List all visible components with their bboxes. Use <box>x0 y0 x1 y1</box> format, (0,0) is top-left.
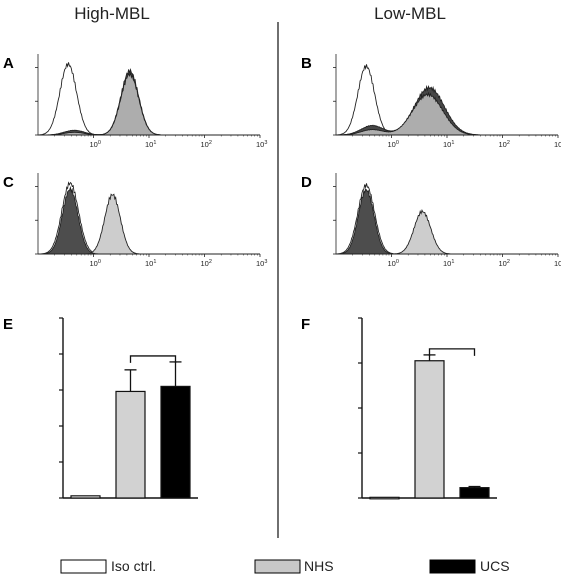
legend-swatch-nhs <box>254 559 301 574</box>
histogram-x-tick-base: 10 <box>499 140 507 149</box>
histogram-x-tick-label: 103 <box>554 140 561 149</box>
histogram-series-iso-ctrl- <box>37 62 260 136</box>
histogram-panel-c: 100 101 102 103 <box>35 173 267 268</box>
histogram-x-tick-base: 10 <box>145 140 153 149</box>
histogram-x-tick-base: 10 <box>256 140 264 149</box>
legend-label-iso: Iso ctrl. <box>111 558 156 574</box>
histogram-x-tick-exponent: 1 <box>451 259 454 265</box>
histogram-x-tick-label: 100 <box>388 140 399 149</box>
histogram-x-tick-label: 100 <box>90 140 101 149</box>
histogram-x-tick-exponent: 0 <box>396 140 399 146</box>
histogram-series-ucs <box>335 188 558 255</box>
bar-nhs <box>414 360 445 499</box>
histogram-x-tick-base: 10 <box>443 140 451 149</box>
histogram-x-tick-label: 101 <box>443 140 454 149</box>
histogram-x-tick-exponent: 0 <box>396 259 399 265</box>
histogram-x-tick-label: 103 <box>256 140 267 149</box>
histogram-x-tick-exponent: 3 <box>264 140 267 146</box>
histogram-x-tick-label: 102 <box>499 140 510 149</box>
histogram-x-tick-label: 103 <box>554 259 561 268</box>
histogram-x-tick-exponent: 1 <box>451 140 454 146</box>
legend: Iso ctrl. NHS UCS <box>60 558 510 574</box>
histogram-x-tick-exponent: 3 <box>264 259 267 265</box>
histogram-x-tick-exponent: 1 <box>153 140 156 146</box>
bar-ucs <box>160 385 191 499</box>
histogram-x-tick-base: 10 <box>388 140 396 149</box>
histogram-x-tick-label: 101 <box>145 259 156 268</box>
histogram-x-tick-exponent: 2 <box>507 259 510 265</box>
histogram-x-tick-base: 10 <box>201 259 209 268</box>
histogram-x-tick-exponent: 2 <box>209 140 212 146</box>
panel-letter-d: D <box>301 174 312 191</box>
histogram-x-tick-base: 10 <box>90 140 98 149</box>
legend-swatch-ucs <box>429 559 476 574</box>
histogram-x-tick-exponent: 2 <box>209 259 212 265</box>
histogram-x-tick-base: 10 <box>256 259 264 268</box>
histogram-x-tick-base: 10 <box>388 259 396 268</box>
histogram-x-tick-label: 102 <box>201 259 212 268</box>
histogram-series-ucs <box>38 185 260 255</box>
panel-letter-c: C <box>3 174 14 191</box>
bar-iso-ctrl- <box>369 496 400 500</box>
panel-letter-b: B <box>301 55 312 72</box>
histogram-x-tick-exponent: 0 <box>98 140 101 146</box>
significance-bracket <box>129 355 177 363</box>
histogram-x-tick-label: 101 <box>145 140 156 149</box>
bar-panel-f <box>358 317 497 500</box>
histogram-x-tick-base: 10 <box>90 259 98 268</box>
histogram-x-tick-base: 10 <box>145 259 153 268</box>
histogram-x-tick-exponent: 1 <box>153 259 156 265</box>
column-title-high-mbl: High-MBL <box>74 4 150 23</box>
histogram-x-tick-label: 100 <box>90 259 101 268</box>
bar-ucs <box>459 487 490 499</box>
panel-letter-a: A <box>3 55 14 72</box>
histogram-x-tick-label: 100 <box>388 259 399 268</box>
bar-iso-ctrl- <box>70 495 101 499</box>
histogram-x-tick-exponent: 0 <box>98 259 101 265</box>
legend-label-ucs: UCS <box>480 558 510 574</box>
histogram-x-tick-base: 10 <box>201 140 209 149</box>
legend-swatch-iso <box>60 559 107 574</box>
histogram-x-tick-label: 103 <box>256 259 267 268</box>
histogram-x-tick-base: 10 <box>554 140 561 149</box>
panel-letter-f: F <box>301 316 310 333</box>
column-title-low-mbl: Low-MBL <box>374 4 446 23</box>
histogram-x-tick-base: 10 <box>443 259 451 268</box>
histogram-x-tick-label: 101 <box>443 259 454 268</box>
histogram-x-tick-base: 10 <box>554 259 561 268</box>
panel-letter-e: E <box>3 316 13 333</box>
histogram-panel-a: 100 101 102 103 <box>35 54 267 149</box>
histogram-x-tick-exponent: 2 <box>507 140 510 146</box>
significance-bracket <box>428 348 476 356</box>
bar-nhs <box>115 390 146 499</box>
bar-panel-e <box>59 317 198 499</box>
histogram-x-tick-base: 10 <box>499 259 507 268</box>
histogram-x-tick-label: 102 <box>201 140 212 149</box>
legend-label-nhs: NHS <box>304 558 334 574</box>
histogram-x-tick-label: 102 <box>499 259 510 268</box>
